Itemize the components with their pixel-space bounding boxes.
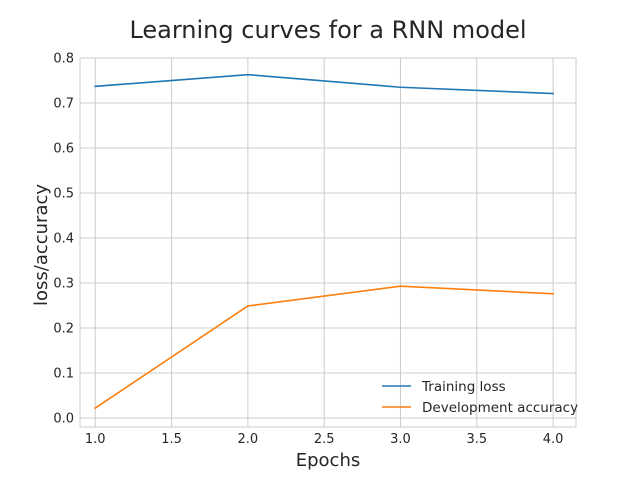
x-tick-label: 2.0	[238, 432, 259, 447]
y-tick-label: 0.2	[53, 322, 74, 337]
x-tick-label: 2.5	[314, 432, 335, 447]
series-1-point	[94, 407, 97, 409]
series-0-point	[94, 85, 97, 88]
series-1-point	[552, 293, 554, 295]
x-tick-label: 3.5	[466, 432, 487, 447]
tick-labels: 1.0 1.5 2.0 2.5 3.0 3.5 4.0 0.0 0.1 0.2 0.3 0.4 0.5 0…	[53, 52, 563, 448]
grid	[80, 57, 576, 427]
x-tick-label: 3.0	[390, 432, 411, 447]
chart-title: Learning curves for a RNN model	[129, 16, 526, 44]
series-1-point	[399, 285, 402, 287]
y-tick-label: 0.3	[53, 277, 74, 292]
series-0-point	[399, 86, 402, 89]
x-tick-label: 1.5	[161, 432, 182, 447]
series-0-point	[247, 73, 249, 76]
y-tick-label: 0.8	[53, 52, 74, 67]
y-tick-label: 0.6	[53, 142, 74, 157]
y-axis-label: loss/accuracy	[31, 184, 52, 306]
legend-label-0: Training loss	[421, 379, 506, 395]
plot-area-frame	[79, 57, 577, 428]
series-1-point	[247, 305, 249, 307]
legend-label-1: Development accuracy	[422, 400, 578, 416]
series-line-1	[94, 285, 554, 410]
y-tick-label: 0.4	[53, 232, 74, 247]
y-tick-label: 0.0	[53, 412, 74, 427]
y-tick-label: 0.5	[53, 187, 74, 202]
legend: Training loss Development accuracy	[382, 379, 578, 416]
series-0-point	[552, 92, 554, 95]
x-tick-label: 1.0	[85, 432, 106, 447]
series-line-0	[94, 73, 554, 95]
x-axis-label: Epochs	[296, 450, 361, 471]
series-lines	[94, 73, 554, 410]
y-tick-label: 0.1	[53, 367, 74, 382]
y-tick-label: 0.7	[53, 97, 74, 112]
x-tick-label: 4.0	[543, 432, 564, 447]
